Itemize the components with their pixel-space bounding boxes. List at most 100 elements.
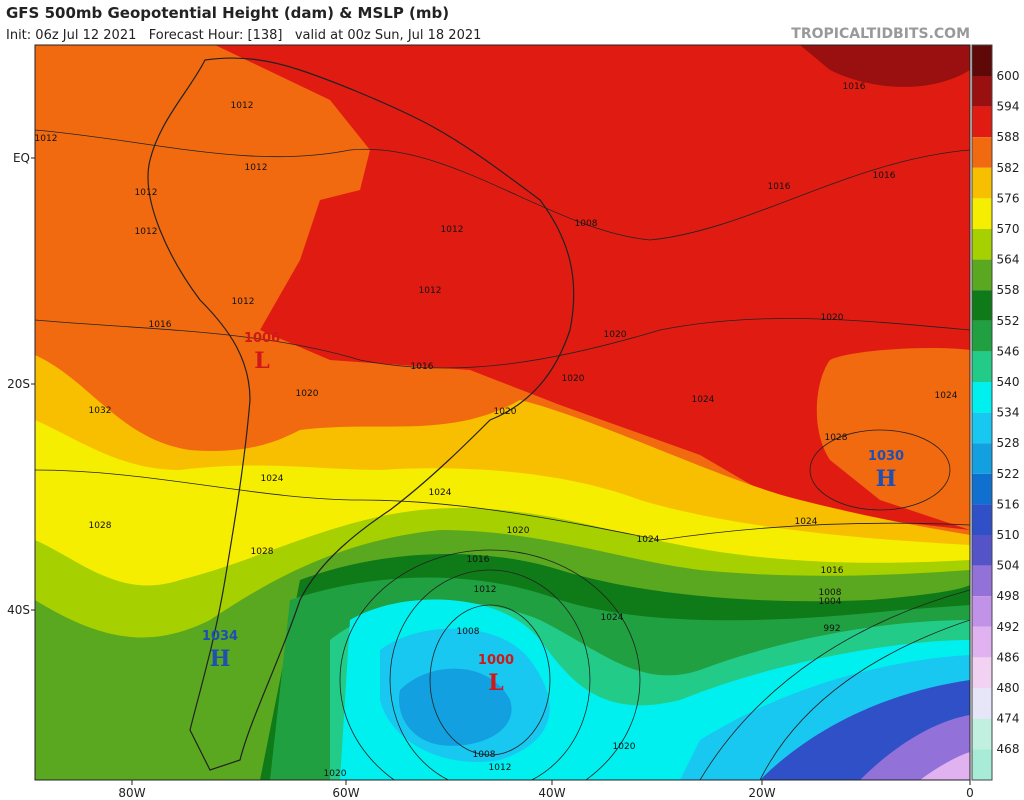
colorbar-label: 594 <box>997 100 1020 114</box>
colorbar-cell <box>972 412 992 444</box>
colorbar-label-box <box>994 312 1022 329</box>
colorbar-label: 486 <box>997 650 1020 664</box>
colorbar-label: 498 <box>997 589 1020 603</box>
colorbar-cell <box>972 657 992 688</box>
isobar-label: 1016 <box>768 182 791 192</box>
lon-label: 40W <box>538 786 565 800</box>
colorbar-label-box <box>994 710 1022 727</box>
colorbar-label: 480 <box>997 681 1020 695</box>
lat-label: 40S <box>7 603 30 617</box>
isobar-label: 1008 <box>575 219 598 229</box>
colorbar-cell <box>972 351 992 382</box>
isobar <box>699 589 970 780</box>
field-522 <box>399 668 512 746</box>
lon-label: 0 <box>966 786 974 800</box>
isobar <box>35 469 970 541</box>
isobar-label: 1016 <box>873 171 896 181</box>
isobar-label: 1032 <box>89 406 112 416</box>
colorbar-cell <box>972 198 992 229</box>
isobar-label: 1016 <box>843 82 866 92</box>
colorbar-cell <box>972 718 992 750</box>
colorbar-cell <box>972 473 992 505</box>
colorbar-label-box <box>994 251 1022 268</box>
colorbar-cell <box>972 382 992 413</box>
colorbar-cell <box>972 106 992 138</box>
field-558-west <box>35 610 200 780</box>
title: GFS 500mb Geopotential Height (dam) & MS… <box>6 4 449 22</box>
lon-label: 60W <box>332 786 359 800</box>
colorbar-label-box <box>994 496 1022 513</box>
colorbar-cell <box>972 443 992 474</box>
lon-label: 20W <box>748 786 775 800</box>
isobar-label: 1012 <box>231 101 254 111</box>
colorbar-label-box <box>994 221 1022 237</box>
site-name: TROPICALTIDBITS.COM <box>791 26 970 42</box>
isobar-label: 1012 <box>489 763 512 773</box>
colorbar-cell <box>972 565 992 597</box>
colorbar-label-box <box>994 282 1022 299</box>
isobar-label: 1028 <box>89 521 112 531</box>
isobar-label: 1016 <box>467 555 490 565</box>
colorbar-label: 528 <box>997 436 1020 450</box>
colorbar-cell <box>972 320 992 352</box>
isobar-label: 1004 <box>819 597 842 607</box>
colorbar-label: 552 <box>997 314 1020 328</box>
colorbar-cell <box>972 167 992 199</box>
colorbar-label: 492 <box>997 620 1020 634</box>
high-value: 1034 <box>202 629 238 644</box>
high-center: H <box>210 646 231 672</box>
isobar-label: 1024 <box>692 395 715 405</box>
isobar-label: 1012 <box>441 225 464 235</box>
colorbar-cell <box>972 504 992 535</box>
subtitle: Init: 06z Jul 12 2021 Forecast Hour: [13… <box>6 28 481 43</box>
low-center: L <box>254 348 269 374</box>
colorbar-cell <box>972 137 992 168</box>
colorbar-frame <box>971 44 993 781</box>
colorbar-label: 570 <box>997 222 1020 236</box>
isobar-label: 1008 <box>473 750 496 760</box>
isobar-label: 1008 <box>457 627 480 637</box>
colorbar-label: 504 <box>997 559 1020 573</box>
isobar-label: 1012 <box>419 286 442 296</box>
field-594 <box>800 45 970 87</box>
isobar-label: 1016 <box>149 320 172 330</box>
isobar-label: 1024 <box>795 517 818 527</box>
colorbar-cell <box>972 688 992 719</box>
colorbar-cell <box>972 626 992 658</box>
colorbar-label: 546 <box>997 344 1020 358</box>
isobar-label: 1024 <box>429 488 452 498</box>
isobar-label: 1020 <box>604 330 627 340</box>
colorbar-cell <box>972 45 992 76</box>
colorbar-label-box <box>994 649 1022 666</box>
low-value: 1006 <box>244 331 280 346</box>
isobar <box>429 604 551 756</box>
colorbar-label-box <box>994 741 1022 758</box>
isobar-label: 1024 <box>637 535 660 545</box>
isobar-label: 1020 <box>324 769 347 779</box>
map-labels: 1030 H 1034 H 1000 L 1006 L 1012 1012 1012 1012 1012… <box>35 82 958 779</box>
colorbar-label: 510 <box>997 528 1020 542</box>
colorbar-cell <box>972 76 992 107</box>
colorbar-label: 558 <box>997 283 1020 297</box>
low-value: 1000 <box>478 653 514 668</box>
isobar-label: 1016 <box>411 362 434 372</box>
high-center: H <box>876 466 897 492</box>
isobar-label: 1008 <box>819 588 842 598</box>
colorbar-cell <box>972 259 992 291</box>
isobar <box>809 429 951 511</box>
colorbar-label-box <box>994 98 1022 115</box>
isobar <box>35 318 970 369</box>
lat-label: EQ <box>13 151 30 165</box>
isobar-label: 1012 <box>245 163 268 173</box>
map <box>35 45 970 780</box>
isobar-label: 1020 <box>494 407 517 417</box>
colorbar-label-box <box>994 129 1022 146</box>
colorbar-label-box <box>994 588 1022 605</box>
isobar-label: 1012 <box>474 585 497 595</box>
isobar-label: 1024 <box>261 474 284 484</box>
isobar <box>389 569 591 780</box>
isobar-label: 1016 <box>821 566 844 576</box>
lat-label: 20S <box>7 377 30 391</box>
colorbar-label: 516 <box>997 497 1020 511</box>
